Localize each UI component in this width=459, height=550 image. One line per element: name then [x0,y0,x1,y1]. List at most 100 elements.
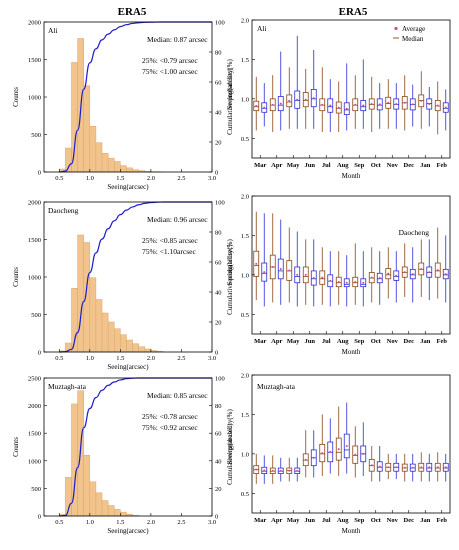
average-marker [378,465,381,468]
average-marker [362,104,365,107]
y-tick-label: 500 [31,132,41,139]
histogram-daocheng: 0 500 1000 1500 2000 0 20 40 60 80 100 0.5 1.0 1.5 2.0… [12,200,234,372]
y-tick-label: 1000 [28,95,41,102]
y2-tick-label: 20 [215,140,222,147]
average-marker [420,99,423,102]
y2-tick-label: 0 [215,350,218,357]
histogram-bar [107,321,115,353]
plot-frame [43,377,213,517]
average-marker [444,106,447,109]
y2-tick-label: 60 [215,260,222,267]
average-marker [329,104,332,107]
y-tick-label: 1.5 [241,233,249,240]
average-marker [255,262,258,265]
histogram-ali: 0 500 1000 1500 2000 0 20 40 60 80 100 0.5 1.0 1.5 2.0… [12,20,234,192]
average-marker [304,458,307,461]
average-marker [436,466,439,469]
histogram-bar [71,62,78,173]
average-marker [370,102,373,105]
x-axis-label: Month [342,527,361,535]
average-marker [288,99,291,102]
average-marker [411,273,414,276]
x-tick-label: 1.0 [86,519,94,526]
y-axis-label: Seeing(arcsec) [226,423,234,465]
y-tick-label: 2.0 [241,194,249,201]
month-tick-label: Nov [387,517,399,524]
histogram-bar [95,142,103,173]
y2-axis-label: Cumulative probability(%) [226,59,234,135]
x-tick-label: 2.0 [147,175,155,182]
y2-tick-label: 40 [215,290,222,297]
x-tick-label: 1.5 [116,355,124,362]
y-tick-label: 2000 [28,20,41,27]
y2-tick-label: 100 [215,200,225,207]
histogram-bar [71,403,78,517]
average-marker [354,453,357,456]
histogram-bar [89,277,97,353]
y-tick-label: 2500 [28,376,41,383]
average-marker [395,466,398,469]
average-marker [403,101,406,104]
average-marker [296,273,299,276]
month-tick-label: Jan [420,517,431,524]
plot-frame [251,19,451,159]
site-label: Muztagh-ata [48,382,87,391]
y2-tick-label: 20 [215,486,222,493]
average-marker [420,466,423,469]
average-marker [329,450,332,453]
x-tick-label: 2.0 [147,519,155,526]
y2-tick-label: 20 [215,320,222,327]
x-axis-label: Seeing(arcsec) [107,183,149,191]
average-marker [387,272,390,275]
histogram-bar [83,242,91,353]
histogram-bar [114,161,121,173]
histogram-bar [126,339,133,353]
left-figure-title: ERA5 [118,6,147,18]
month-tick-label: Mar [254,338,266,345]
y2-tick-label: 80 [215,230,222,237]
x-tick-label: 2.5 [177,519,185,526]
y-tick-label: 0.5 [241,136,249,143]
histogram-bar [132,343,139,353]
legend-median-label: Median [402,35,424,43]
histogram-bar [138,346,146,353]
average-marker [345,107,348,110]
average-marker [337,448,340,451]
average-marker [321,276,324,279]
histogram-bar [89,481,97,517]
month-tick-label: Nov [387,162,399,169]
y-axis-label: Seeing(arcsec) [226,68,234,110]
month-tick-label: Mar [254,517,266,524]
histogram-bar [120,165,127,173]
month-tick-label: Feb [437,517,448,524]
average-marker [263,271,266,274]
x-tick-label: 2.5 [177,355,185,362]
average-marker [345,281,348,284]
site-label: Daocheng [48,206,79,215]
average-marker [444,466,447,469]
y-tick-label: 1.5 [241,412,249,419]
average-marker [362,281,365,284]
y-tick-label: 0 [38,350,41,357]
right-figure-title: ERA5 [339,6,368,18]
average-marker [395,102,398,105]
histogram-muztagh-ata: 0 500 1000 1500 2000 2500 0 20 40 60 80 100 0.5 1.0 1.… [12,376,234,536]
month-tick-label: Feb [437,162,448,169]
average-marker [255,468,258,471]
y-tick-label: 2000 [28,200,41,207]
y-tick-label: 0.5 [241,491,249,498]
boxplot-muztagh-ata: Mar Apr May Jun Jul Aug Sep Oct Nov Dec Jan Feb 0.5 1… [226,373,451,535]
y-tick-label: 2.0 [241,373,249,380]
plot-frame [251,374,451,514]
y2-tick-label: 60 [215,80,222,87]
month-tick-label: Dec [404,162,415,169]
histogram-bar [77,234,84,353]
month-tick-label: Apr [271,162,282,169]
average-marker [370,276,373,279]
average-marker [271,469,274,472]
average-marker [288,269,291,272]
month-tick-label: May [287,162,300,169]
plot-frame [251,195,451,335]
histogram-bar [107,157,115,173]
q75-annotation: 75%: <1.00 arcsec [142,67,198,76]
